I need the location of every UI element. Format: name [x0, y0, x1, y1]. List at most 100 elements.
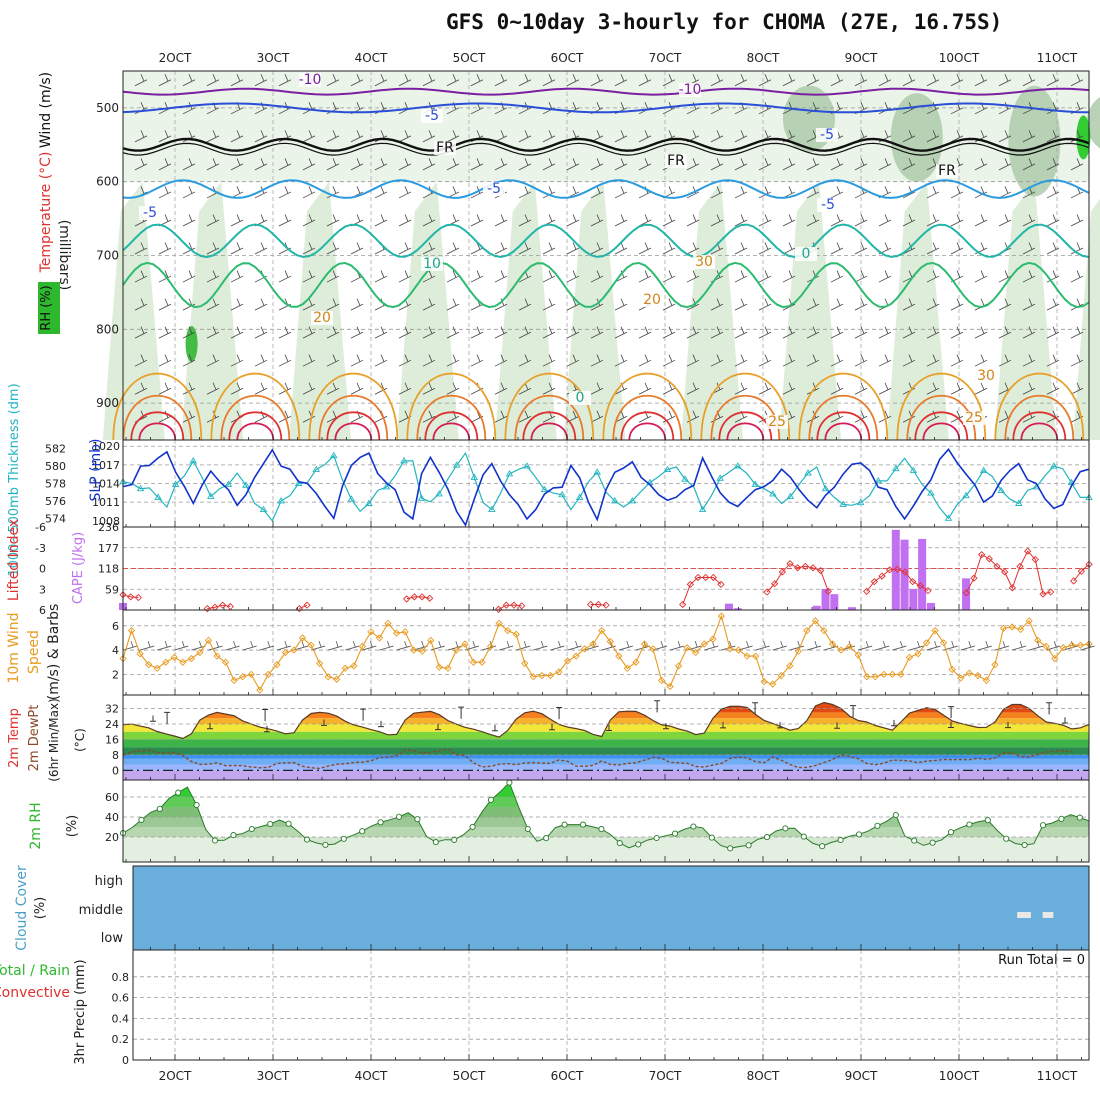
wind-barb: [686, 354, 700, 367]
wind-barb: [350, 242, 364, 255]
wind-barb: [974, 158, 988, 171]
contour-label: 0: [576, 390, 585, 406]
y-tick-label-li: 3: [39, 583, 46, 596]
thickness-marker: [171, 480, 180, 487]
wind-speed-marker: [820, 627, 828, 635]
cape-bar: [962, 578, 971, 610]
rh-marker: [855, 831, 863, 838]
wind-barb: [446, 354, 460, 367]
wind-barb: [182, 326, 196, 339]
wind-barb: [430, 640, 445, 651]
wind-barb: [878, 382, 892, 395]
li-marker: [594, 600, 602, 609]
wind-barb: [806, 354, 820, 367]
wind-speed-marker: [1034, 636, 1042, 644]
wind-barb: [494, 242, 508, 255]
wind-barb: [446, 326, 460, 339]
temp-band: [123, 758, 1089, 765]
li-marker: [970, 574, 978, 582]
wind-speed-marker: [914, 650, 922, 658]
wind-barb: [950, 186, 964, 199]
contour-label: 25: [768, 414, 786, 430]
wind-barb: [830, 186, 844, 199]
y-tick-label-cape: 118: [98, 563, 119, 576]
wind-speed-marker: [615, 652, 623, 660]
wind-barb: [182, 214, 196, 227]
wind-speed-marker: [427, 636, 435, 644]
rh-marker: [469, 823, 476, 830]
isotherm-arch: [112, 372, 203, 441]
y-tick-label: 16: [105, 733, 119, 746]
wind-speed-marker: [931, 627, 939, 635]
wind-barb: [542, 326, 556, 339]
wind-barb: [1011, 640, 1027, 651]
wind-barb: [878, 354, 892, 367]
wind-barb: [542, 130, 556, 143]
cloud-row-label: low: [101, 931, 124, 946]
thickness-marker: [488, 505, 496, 513]
wind-barb: [789, 640, 804, 651]
wind-barb: [542, 74, 556, 87]
run-total-label: Run Total = 0: [998, 953, 1085, 968]
wind-speed-marker: [521, 659, 529, 668]
wind-barb: [974, 130, 988, 143]
wind-barb: [494, 214, 508, 227]
wind-barb: [1022, 214, 1036, 227]
y-axis-label-slp: SLP (mb): [88, 438, 104, 501]
x-tick-label-top: 7OCT: [649, 51, 682, 65]
y-tick-label: 32: [105, 703, 119, 716]
wind-barb: [230, 354, 244, 367]
wind-speed-marker: [401, 628, 409, 636]
y-axis-label-minmax: (6hr Min/Max): [47, 698, 61, 782]
wind-speed-marker: [469, 658, 478, 666]
wind-barb: [374, 74, 388, 87]
wind-speed-marker: [982, 676, 991, 685]
wind-barb: [830, 158, 844, 171]
y-axis-label-rh: RH (%): [39, 285, 54, 330]
li-marker: [993, 562, 1001, 571]
isotherm-line: [122, 223, 1090, 259]
wind-barb: [974, 354, 988, 367]
contour-label: -10: [679, 82, 702, 98]
wind-barb: [1022, 242, 1036, 255]
wind-barb: [590, 410, 604, 423]
wind-barb: [782, 270, 796, 283]
li-line: [682, 577, 722, 605]
wind-barb: [1029, 640, 1044, 651]
thickness-marker: [628, 497, 637, 504]
contour-label: -10: [299, 72, 322, 88]
wind-barb: [1070, 214, 1084, 227]
wind-barb: [230, 270, 244, 283]
wind-barb: [686, 326, 700, 339]
y-axis-label-rh: 2m RH: [28, 802, 44, 849]
isotherm-line: [122, 142, 1090, 156]
wind-barb: [662, 354, 676, 367]
wind-barb: [518, 74, 532, 87]
isotherm-arch: [122, 394, 193, 441]
wind-barb: [710, 130, 724, 143]
wind-barb: [302, 270, 316, 283]
wind-barb: [362, 640, 377, 651]
wind-barb: [158, 354, 172, 367]
wind-barb: [974, 382, 988, 395]
cloud-cover-fill: [133, 866, 1089, 950]
cloud-row-label: high: [95, 874, 123, 889]
contour-label: FR: [436, 140, 454, 156]
wind-barb: [686, 270, 700, 283]
wind-barb: [326, 354, 340, 367]
wind-barb: [350, 74, 364, 87]
isotherm-arch: [308, 372, 399, 441]
wind-barb: [830, 382, 844, 395]
wind-speed-marker: [640, 640, 649, 648]
wind-barb: [734, 298, 748, 311]
thickness-marker: [189, 457, 198, 464]
wind-speed-marker: [948, 665, 956, 674]
isotherm-arch: [602, 372, 693, 441]
li-marker: [134, 593, 142, 602]
wind-barb: [302, 186, 316, 199]
rh-line: [122, 781, 1090, 849]
wind-speed-marker: [230, 676, 238, 685]
wind-speed-marker: [461, 640, 469, 648]
wind-barb: [806, 214, 820, 227]
